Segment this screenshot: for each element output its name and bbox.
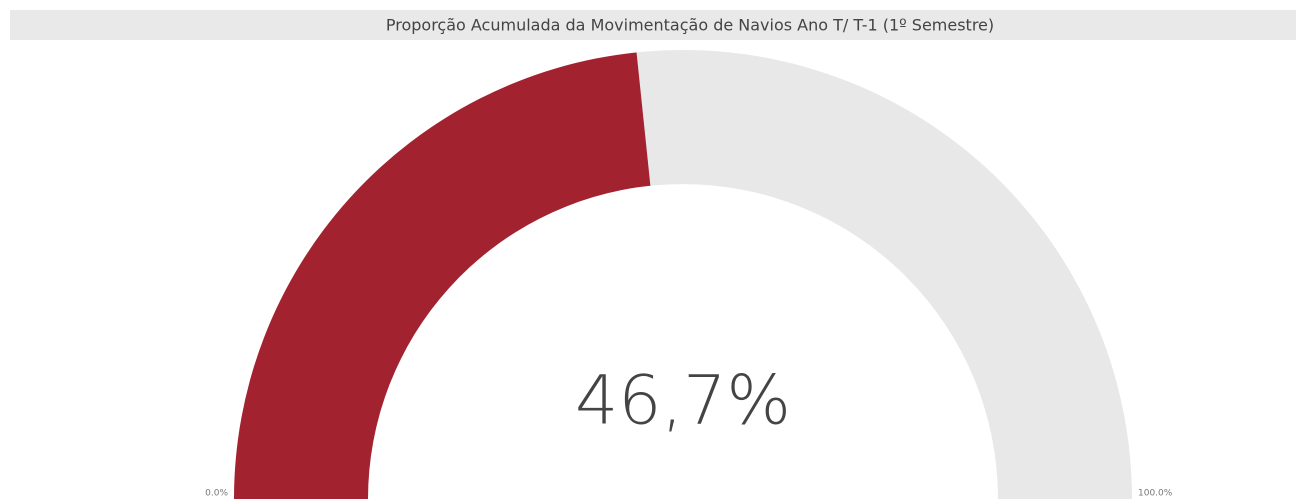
gauge-value-label: 46,7% [575,362,791,441]
gauge-tick-label: 0.0% [205,489,228,499]
gauge-value [234,52,651,499]
title-bar [10,10,1296,40]
gauge-tick-label: 100.0% [1138,489,1173,499]
chart-title: Proporção Acumulada da Movimentação de N… [386,16,994,35]
